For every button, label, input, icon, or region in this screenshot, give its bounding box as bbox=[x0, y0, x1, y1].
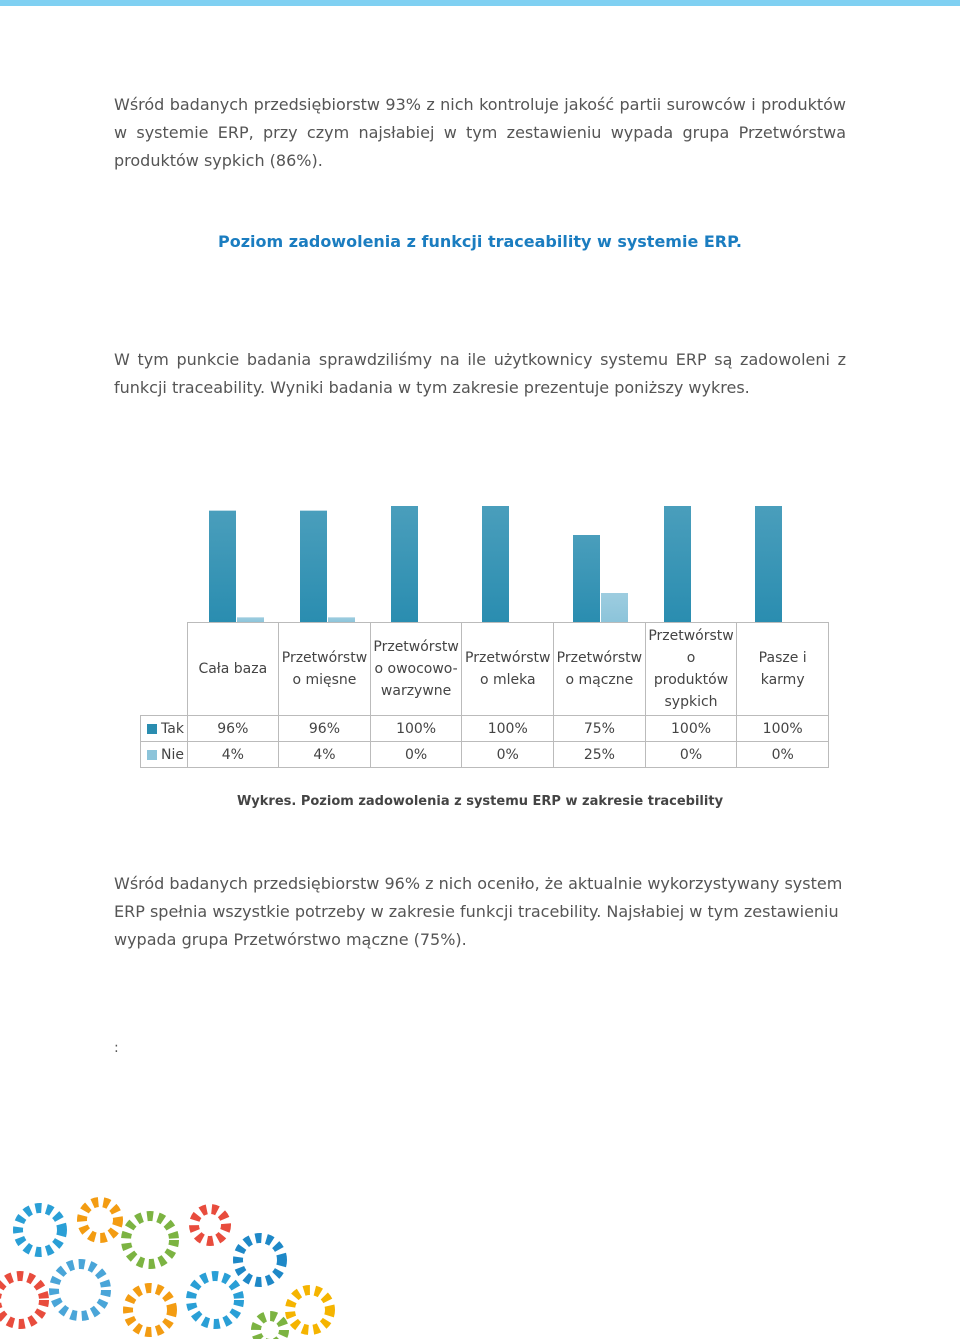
value-label: 100% bbox=[736, 715, 829, 742]
value-label: 0% bbox=[369, 741, 463, 768]
table-row: Tak 96% 96% 100% 100% 75% 100% 100% bbox=[140, 715, 829, 742]
bar bbox=[300, 510, 327, 622]
value-label: 0% bbox=[461, 741, 555, 768]
bar bbox=[601, 593, 628, 622]
gear-decoration bbox=[0, 1197, 335, 1339]
category-label: Przetwórstwo mleka bbox=[461, 622, 555, 716]
category-label: Pasze i karmy bbox=[736, 622, 829, 716]
legend-entry: Tak bbox=[140, 715, 188, 742]
legend-entry: Nie bbox=[140, 741, 188, 768]
section-heading: Poziom zadowolenia z funkcji traceabilit… bbox=[218, 232, 742, 251]
paragraph: Wśród badanych przedsiębiorstw 96% z nic… bbox=[114, 874, 843, 949]
value-label: 4% bbox=[278, 741, 371, 768]
paragraph: Wśród badanych przedsiębiorstw 93% z nic… bbox=[114, 95, 846, 170]
bar bbox=[209, 510, 236, 622]
note: : bbox=[114, 1040, 119, 1056]
category-label: Cała baza bbox=[186, 622, 280, 716]
top-bar bbox=[0, 0, 960, 6]
chart-caption: Wykres. Poziom zadowolenia z systemu ERP… bbox=[236, 794, 724, 809]
category-label: Przetwórstwo mączne bbox=[553, 622, 646, 716]
value-label: 100% bbox=[644, 715, 738, 742]
bar bbox=[482, 506, 509, 622]
value-label: 0% bbox=[644, 741, 738, 768]
value-label: 96% bbox=[278, 715, 371, 742]
category-label: Przetwórstwo mięsne bbox=[278, 622, 371, 716]
paragraph: W tym punkcie badania sprawdziliśmy na i… bbox=[114, 350, 846, 397]
value-label: 100% bbox=[369, 715, 463, 742]
bar bbox=[237, 617, 264, 622]
legend-label: Nie bbox=[161, 746, 184, 763]
legend-label: Tak bbox=[161, 720, 184, 737]
bar bbox=[391, 506, 418, 622]
legend-key bbox=[147, 749, 157, 760]
value-label: 4% bbox=[186, 741, 280, 768]
bar bbox=[573, 535, 600, 622]
bar bbox=[664, 506, 691, 622]
chart bbox=[209, 506, 782, 622]
bar bbox=[328, 617, 355, 622]
value-label: 75% bbox=[553, 715, 646, 742]
data-table: Cała baza Przetwórstwo mięsne Przetwórstwo… bbox=[140, 622, 829, 768]
table-row: Nie 4% 4% 0% 0% 25% 0% 0% bbox=[140, 741, 829, 768]
category-label: Przetwórstwo owocowo-warzywne bbox=[369, 622, 463, 716]
category-label: Przetwórstwo produktów sypkich bbox=[644, 622, 738, 716]
value-label: 96% bbox=[186, 715, 280, 742]
value-label: 25% bbox=[553, 741, 646, 768]
value-label: 0% bbox=[736, 741, 829, 768]
value-label: 100% bbox=[461, 715, 555, 742]
corner bbox=[141, 623, 188, 716]
bar bbox=[755, 506, 782, 622]
table-header: Cała baza Przetwórstwo mięsne Przetwórstwo… bbox=[141, 622, 829, 716]
legend-key bbox=[147, 723, 157, 734]
